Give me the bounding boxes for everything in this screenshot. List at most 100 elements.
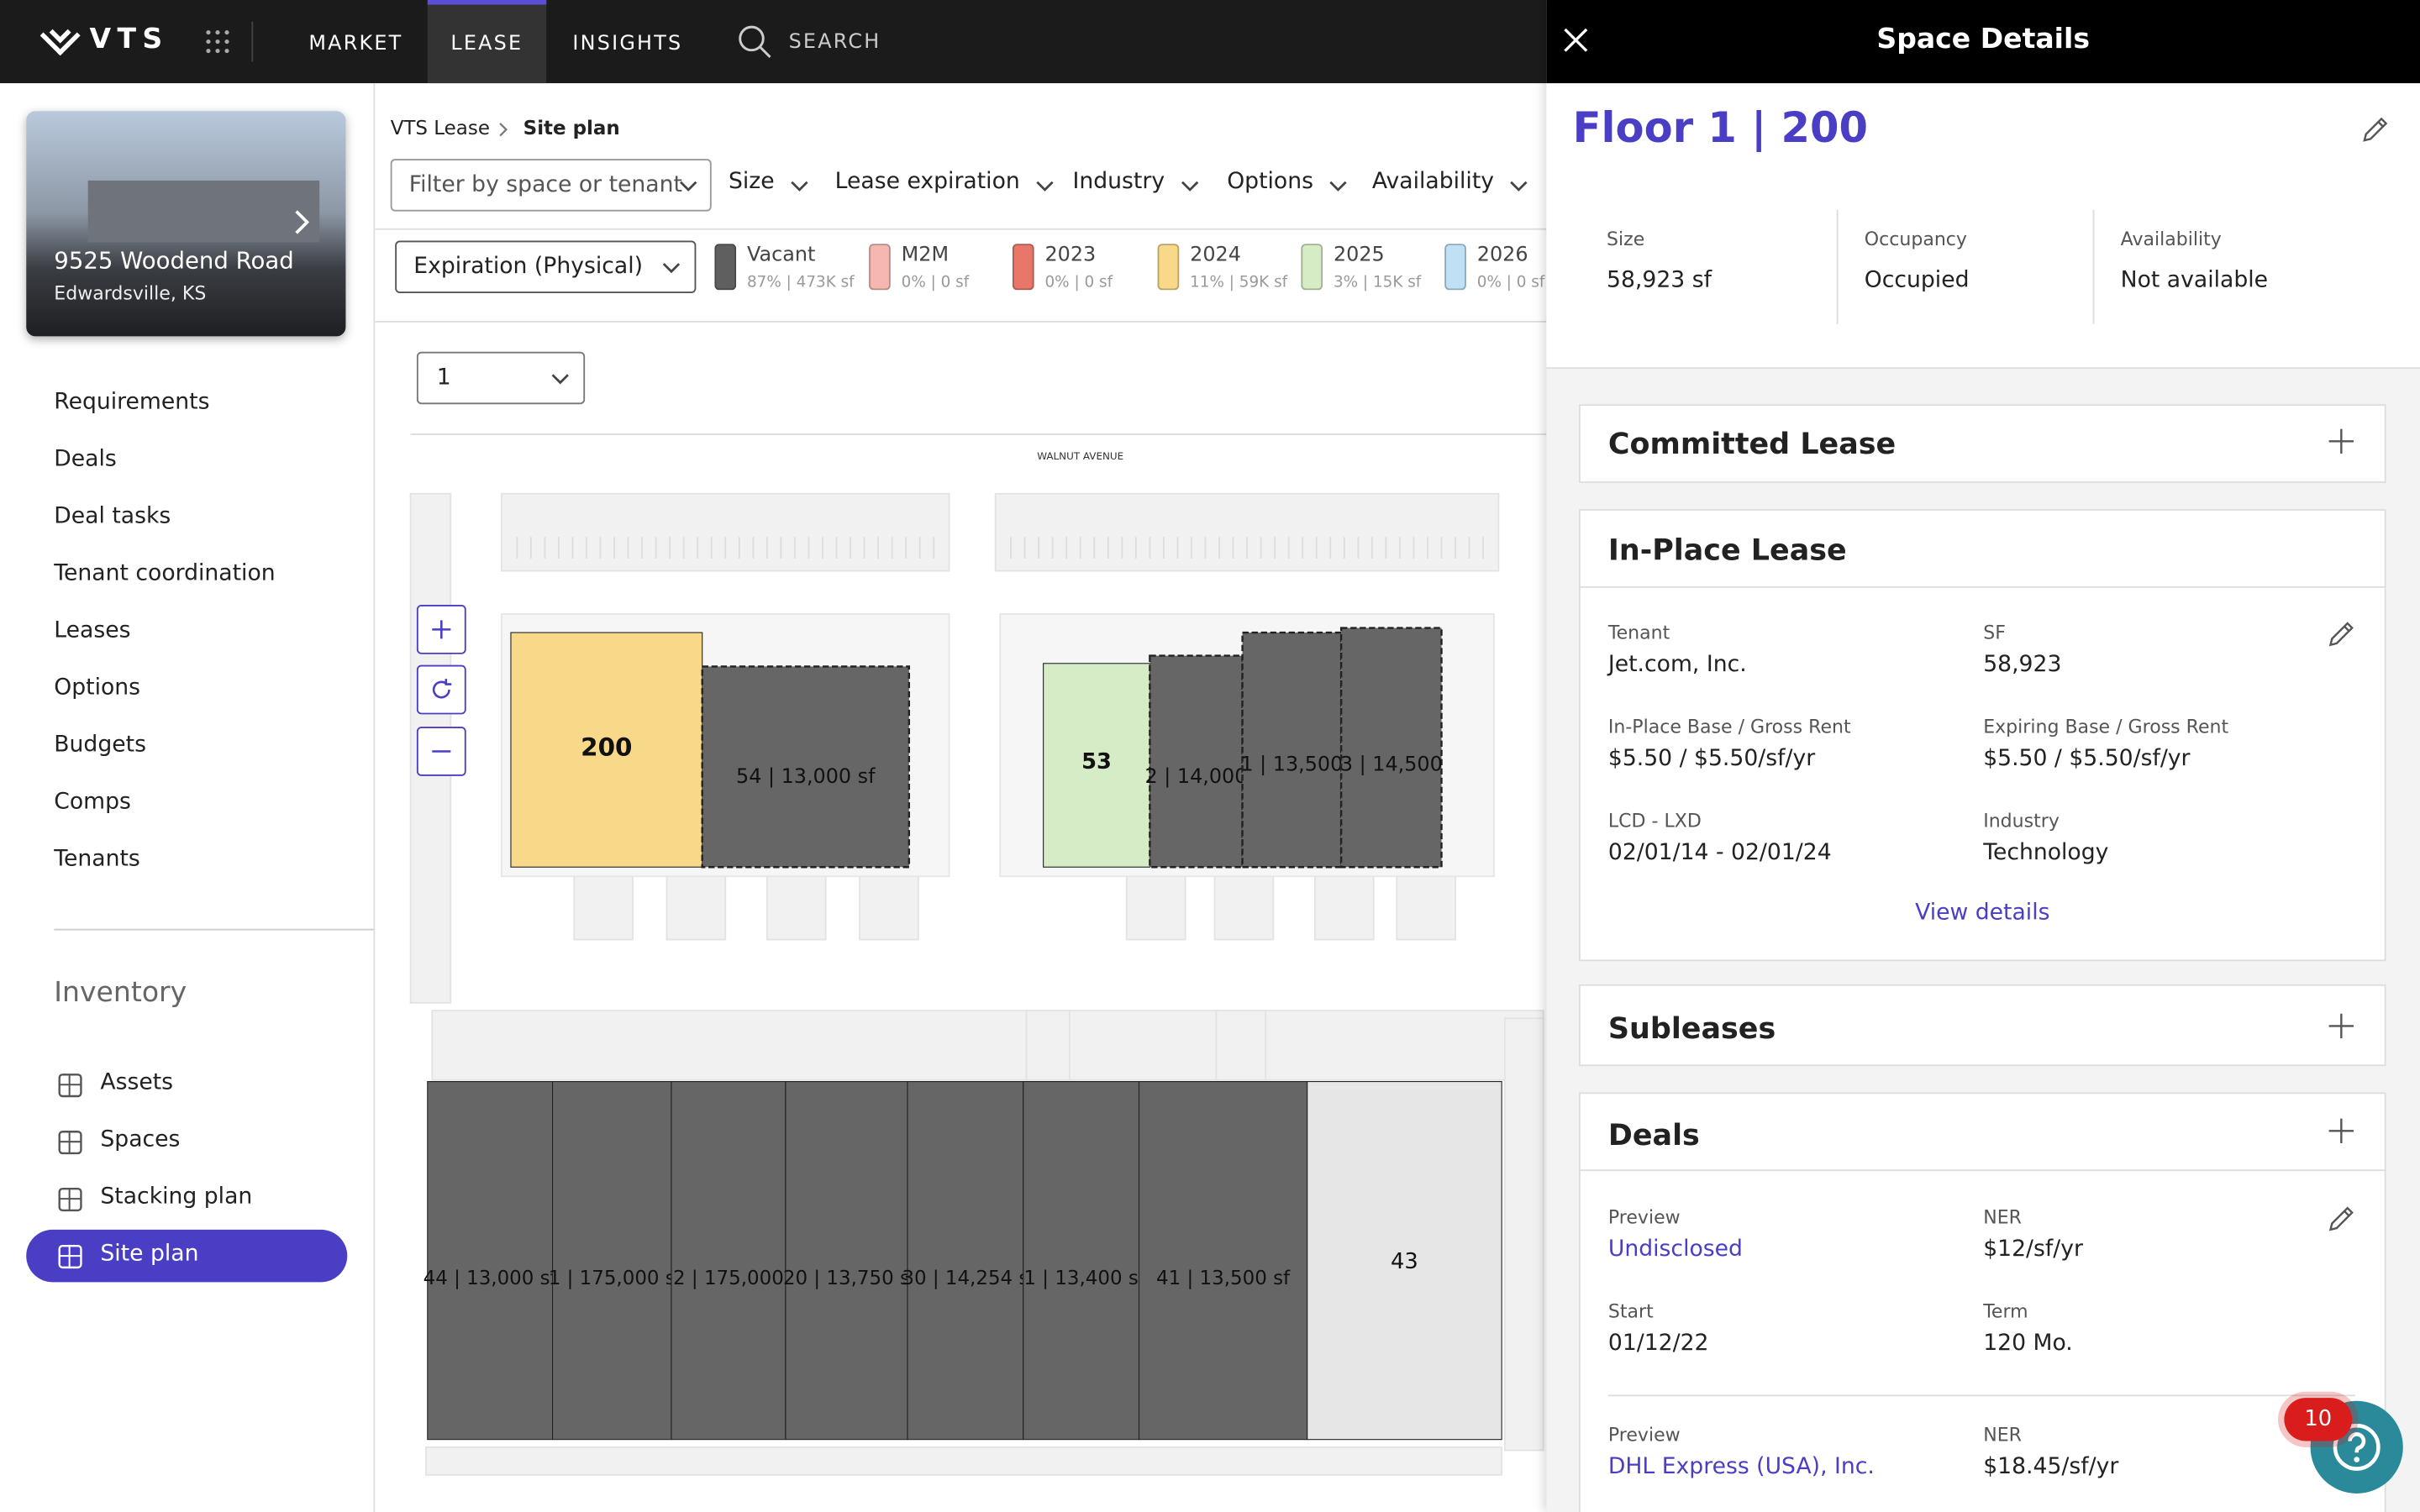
menu-item[interactable]: Leases [54,618,131,643]
space-label: 1 | 175,000 s [549,1268,676,1289]
legend-select[interactable]: Expiration (Physical) [395,240,697,293]
edit-icon [2328,1206,2354,1231]
space-label: 44 | 13,000 sf [424,1268,558,1289]
property-location: Edwardsville, KS [54,282,207,304]
space-label: 43 [1391,1249,1418,1274]
section-title[interactable]: Subleases [1607,1011,1776,1047]
menu-item[interactable]: Options [54,675,141,701]
filter-dropdown[interactable]: Options [1227,170,1313,195]
edit-icon [2328,622,2354,647]
menu-icon [58,1131,82,1155]
chevron [662,263,681,274]
field-value: $12/sf/yr [1983,1237,2083,1263]
field-value: Jet.com, Inc. [1607,652,1747,678]
chevron [1510,181,1528,192]
zoom-button[interactable] [416,664,466,715]
edit-icon [2363,117,2388,142]
inventory-item[interactable]: Stacking plan [100,1184,253,1210]
menu-item[interactable]: Budgets [54,732,146,758]
filter-dropdown[interactable]: Availability [1371,170,1495,195]
nav-tab[interactable]: LEASE [450,32,523,56]
section-card [1578,1092,2386,1512]
section-title[interactable]: Committed Lease [1607,427,1897,462]
space[interactable] [907,1081,1024,1441]
space[interactable] [1138,1081,1308,1441]
legend-swatch [1012,244,1034,291]
sidebar-divider [54,928,374,931]
field-value: 01/12/22 [1607,1331,1709,1357]
stat-divider [1836,209,1839,324]
site-plan: WALNUT AVENUE 200 54 | 13,000 sf 53 2 | 14,0… [409,450,1544,1476]
menu-item[interactable]: Comps [54,790,131,815]
space[interactable] [1043,663,1150,868]
zoom-button[interactable] [416,605,466,654]
filter-dropdown[interactable]: Size [728,170,775,195]
space[interactable] [701,665,911,869]
section-divider [1578,1169,2386,1172]
legend-label: 2023 [1044,244,1097,267]
legend-detail: 0% | 0 sf [1044,274,1113,292]
legend-select-text: Expiration (Physical) [413,255,644,280]
inventory-item[interactable]: Site plan [100,1242,199,1267]
space-label: 1 | 13,500 [1240,753,1343,776]
space[interactable] [671,1081,786,1441]
field-label: Tenant [1607,622,1670,643]
zoom-icon [432,750,451,753]
field-value: $18.45/sf/yr [1983,1455,2119,1480]
floor-select[interactable]: 1 [416,351,586,405]
inventory-item[interactable]: Assets [100,1070,174,1096]
breadcrumb[interactable]: VTS Lease [390,115,490,139]
space[interactable] [1307,1081,1502,1441]
legend-swatch [1301,244,1323,291]
inventory-item[interactable]: Spaces [100,1127,181,1153]
main: VTS Lease Site plan Filter by space or ten… [375,83,1547,1512]
search[interactable]: SEARCH [788,30,881,55]
legend-swatch [714,244,737,291]
menu-icon [58,1244,82,1269]
zoom-button[interactable] [416,727,466,776]
section-divider [1578,585,2386,588]
deal-link[interactable]: DHL Express (USA), Inc. [1607,1455,1875,1480]
nav-tab[interactable]: MARKET [308,32,403,56]
space[interactable] [552,1081,672,1441]
menu-item[interactable]: Deals [54,447,117,473]
space[interactable] [1023,1081,1140,1441]
nav-tab[interactable]: INSIGHTS [572,32,683,56]
filter-dropdown[interactable]: Industry [1072,170,1165,195]
field-value: 02/01/14 - 02/01/24 [1607,841,1832,866]
filter-dropdown[interactable]: Lease expiration [834,170,1020,195]
brand: VTS [89,23,169,56]
filter-input[interactable]: Filter by space or tenant [390,159,712,212]
menu-item[interactable]: Requirements [54,390,210,416]
field-value: $5.50 / $5.50/sf/yr [1607,746,1816,772]
space[interactable] [1149,654,1244,869]
space[interactable] [1241,631,1343,869]
space[interactable] [427,1081,554,1441]
legend-label: M2M [901,244,950,267]
help-icon [2333,1423,2381,1471]
space-label: 3 | 14,500 [1340,753,1443,776]
field-label: Preview [1607,1424,1681,1446]
menu-item[interactable]: Deal tasks [54,504,171,530]
space[interactable] [510,632,703,868]
legend-detail: 0% | 0 sf [1476,274,1545,292]
panel-top [1546,83,2420,369]
menu-item[interactable]: Tenant coordination [54,561,276,586]
field-label: NER [1983,1206,2022,1229]
space[interactable] [1339,627,1443,869]
deal-link[interactable]: Undisclosed [1607,1237,1743,1263]
property-name: 9525 Woodend Road [54,246,294,275]
legend-label: Vacant [746,244,816,267]
view-details[interactable]: View details [1915,900,2050,927]
section-title: Deals [1607,1118,1700,1153]
field-value: 120 Mo. [1983,1331,2073,1357]
property-card[interactable]: 9525 Woodend Road Edwardsville, KS [26,111,346,337]
panel-title: Space Details [1876,23,2091,56]
field-label: In-Place Base / Gross Rent [1607,716,1851,738]
space[interactable] [785,1081,908,1441]
space-label: 30 | 14,254 s [902,1268,1028,1289]
menu-item[interactable]: Tenants [54,847,140,872]
building [87,180,320,243]
map-divider [410,433,1547,435]
